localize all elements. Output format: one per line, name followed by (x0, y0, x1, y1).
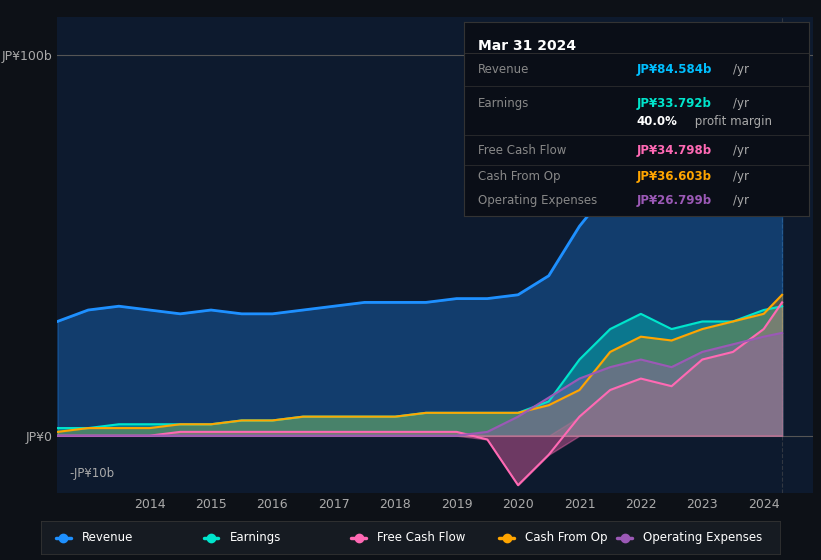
Text: /yr: /yr (733, 194, 749, 207)
Text: JP¥34.798b: JP¥34.798b (636, 143, 712, 157)
Text: 40.0%: 40.0% (636, 115, 677, 128)
Text: Mar 31 2024: Mar 31 2024 (478, 39, 576, 53)
Text: Earnings: Earnings (230, 531, 281, 544)
Text: /yr: /yr (733, 143, 749, 157)
Text: Cash From Op: Cash From Op (525, 531, 608, 544)
Text: /yr: /yr (733, 96, 749, 110)
Text: JP¥33.792b: JP¥33.792b (636, 96, 711, 110)
Text: Free Cash Flow: Free Cash Flow (478, 143, 566, 157)
Text: JP¥36.603b: JP¥36.603b (636, 170, 711, 184)
Text: /yr: /yr (733, 63, 749, 76)
Text: JP¥84.584b: JP¥84.584b (636, 63, 712, 76)
Text: Operating Expenses: Operating Expenses (644, 531, 763, 544)
Text: JP¥26.799b: JP¥26.799b (636, 194, 712, 207)
Text: Free Cash Flow: Free Cash Flow (377, 531, 466, 544)
Text: /yr: /yr (733, 170, 749, 184)
Text: Revenue: Revenue (478, 63, 529, 76)
Text: Operating Expenses: Operating Expenses (478, 194, 597, 207)
Text: Revenue: Revenue (82, 531, 133, 544)
Text: Earnings: Earnings (478, 96, 529, 110)
Text: profit margin: profit margin (691, 115, 773, 128)
Text: -JP¥10b: -JP¥10b (70, 467, 115, 480)
Text: Cash From Op: Cash From Op (478, 170, 560, 184)
